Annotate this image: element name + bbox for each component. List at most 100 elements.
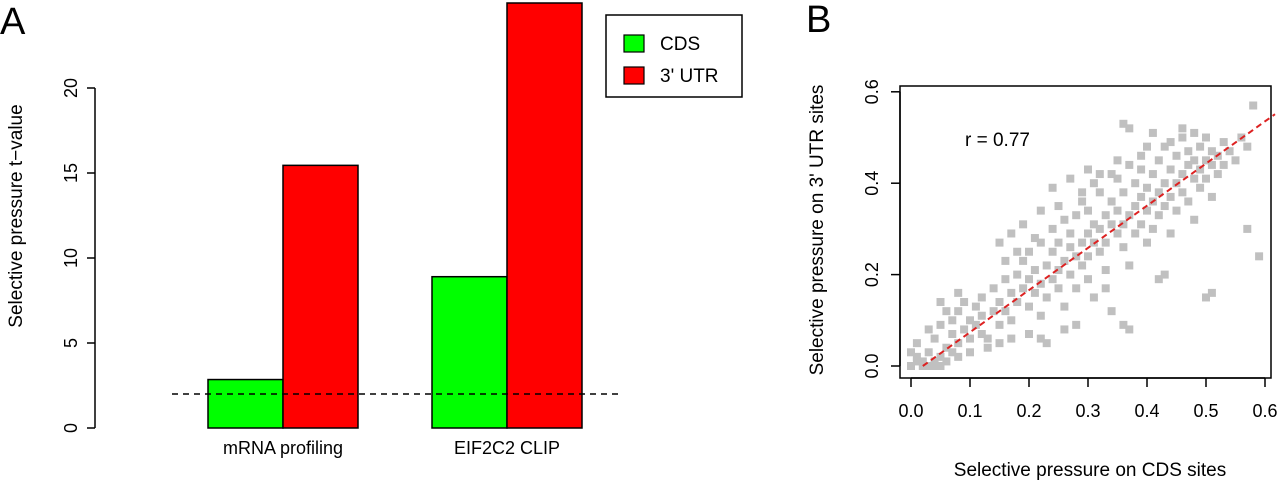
scatter-point <box>966 316 974 325</box>
scatter-point <box>1025 275 1033 284</box>
scatter-point <box>1154 275 1163 284</box>
scatter-point <box>1101 266 1110 275</box>
scatter-point <box>1131 229 1140 238</box>
scatter-point <box>1131 202 1140 211</box>
bar-utr-eif2c2-clip <box>506 2 583 429</box>
panel-b-x-tick-label: 0.1 <box>957 401 982 421</box>
scatter-point <box>1178 170 1187 179</box>
scatter-point <box>954 339 963 348</box>
panel-a-y-tick-label: 20 <box>61 78 81 98</box>
scatter-point <box>1084 275 1092 284</box>
scatter-point <box>1042 261 1051 270</box>
panel-b-y-tick-label: 0.2 <box>862 262 882 287</box>
panel-b-scatter-plot: Selective pressure on CDS sites Selectiv… <box>807 79 1278 481</box>
panel-b-x-tick-label: 0.4 <box>1134 401 1159 421</box>
scatter-point <box>1048 183 1057 192</box>
scatter-point <box>948 348 957 357</box>
panel-a-y-tick-label: 5 <box>61 338 81 348</box>
scatter-point <box>1072 211 1081 220</box>
scatter-point <box>995 238 1004 247</box>
scatter-point <box>1001 256 1010 265</box>
scatter-point <box>1119 320 1128 329</box>
panel-b-x-tick-label: 0.3 <box>1075 401 1100 421</box>
scatter-point <box>1030 288 1039 297</box>
scatter-point <box>1143 238 1151 247</box>
scatter-point <box>1143 183 1151 192</box>
panel-b-y-tick-label: 0.6 <box>862 79 882 104</box>
scatter-point <box>1001 307 1010 316</box>
scatter-point <box>1060 215 1069 224</box>
scatter-point <box>1190 174 1199 183</box>
legend-label-utr: 3' UTR <box>660 66 719 87</box>
scatter-point <box>1154 156 1163 165</box>
scatter-point <box>1184 197 1193 206</box>
scatter-point <box>954 307 963 316</box>
scatter-point <box>936 352 945 361</box>
scatter-point <box>1190 128 1199 137</box>
scatter-point <box>960 298 969 307</box>
scatter-point <box>1178 133 1187 142</box>
scatter-point <box>1001 275 1010 284</box>
scatter-point <box>1119 243 1128 252</box>
scatter-point <box>1030 234 1039 243</box>
scatter-point <box>977 311 986 320</box>
scatter-point <box>1148 170 1157 179</box>
scatter-point <box>971 320 980 329</box>
scatter-point <box>1154 211 1163 220</box>
scatter-point <box>1066 243 1075 252</box>
scatter-point <box>1172 179 1181 188</box>
scatter-point <box>1219 160 1228 169</box>
scatter-point <box>912 357 921 366</box>
scatter-point <box>1060 256 1069 265</box>
scatter-point <box>1207 288 1216 297</box>
scatter-point <box>930 357 939 366</box>
scatter-point <box>1048 224 1057 233</box>
scatter-point <box>1231 156 1240 165</box>
scatter-point <box>1137 192 1146 201</box>
scatter-point <box>1007 316 1016 325</box>
scatter-point <box>1072 284 1081 293</box>
scatter-point <box>1036 206 1045 215</box>
scatter-point <box>1107 170 1116 179</box>
scatter-point <box>942 343 951 352</box>
scatter-point <box>954 352 963 361</box>
panel-b-x-tick-label: 0.2 <box>1016 401 1041 421</box>
panel-a-y-axis-title: Selective pressure t−value <box>6 104 27 327</box>
scatter-point <box>1036 279 1045 288</box>
scatter-point <box>1137 165 1146 174</box>
scatter-point <box>1243 142 1252 151</box>
scatter-point <box>1078 261 1087 270</box>
scatter-point <box>1243 224 1252 233</box>
scatter-point <box>1196 142 1205 151</box>
scatter-point <box>1030 266 1039 275</box>
scatter-point <box>918 357 927 366</box>
scatter-point <box>1054 284 1063 293</box>
scatter-point <box>977 293 986 302</box>
scatter-point <box>1125 160 1134 169</box>
scatter-point <box>948 316 957 325</box>
scatter-point <box>1166 138 1175 147</box>
panel-b-x-tick-label: 0.6 <box>1252 401 1277 421</box>
scatter-point <box>1143 206 1151 215</box>
scatter-point <box>1148 128 1157 137</box>
scatter-point <box>1125 325 1134 334</box>
scatter-point <box>1078 197 1087 206</box>
scatter-point <box>1089 220 1098 229</box>
scatter-point <box>1178 124 1187 133</box>
scatter-point <box>1095 224 1104 233</box>
scatter-point <box>966 348 974 357</box>
scatter-point <box>1025 302 1033 311</box>
panel-a-category-label: mRNA profiling <box>223 438 343 458</box>
scatter-point <box>1125 124 1134 133</box>
panel-a-category-label: EIF2C2 CLIP <box>454 438 560 458</box>
scatter-point <box>1166 165 1175 174</box>
scatter-point <box>1160 179 1169 188</box>
scatter-point <box>1042 339 1051 348</box>
panel-a-y-tick-label: 10 <box>61 248 81 268</box>
scatter-point <box>1160 202 1169 211</box>
scatter-point <box>1255 252 1264 261</box>
scatter-point <box>983 334 992 343</box>
scatter-point <box>1172 206 1181 215</box>
correlation-annotation: r = 0.77 <box>965 130 1030 151</box>
